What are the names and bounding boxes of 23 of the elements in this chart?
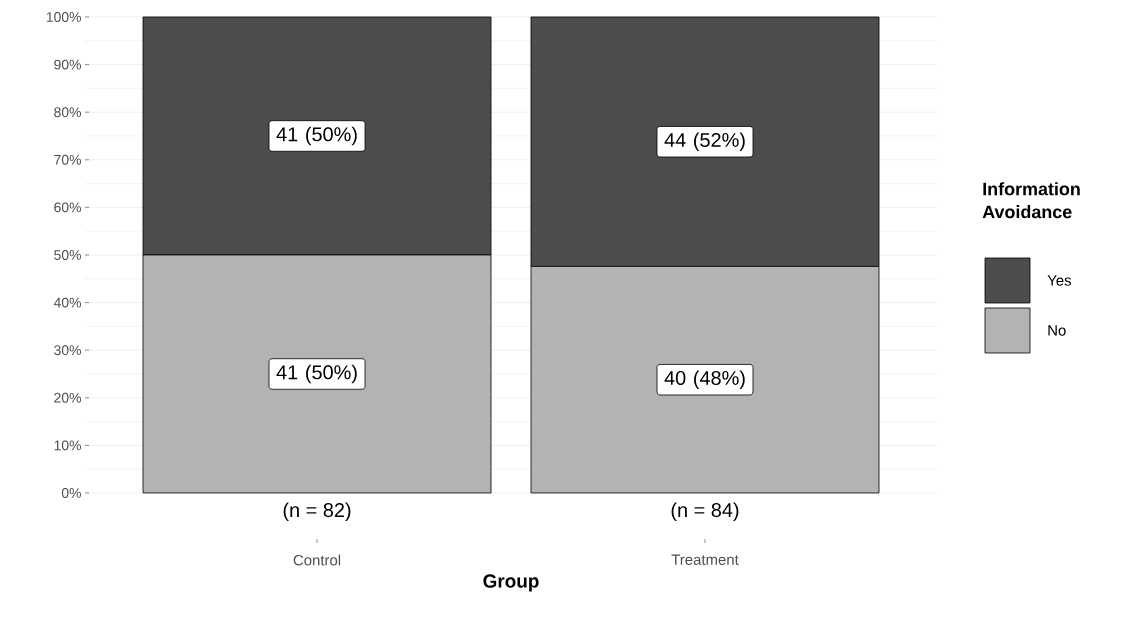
y-tick-label: 40% [53,297,81,308]
x-tick-label: Control [293,554,341,566]
y-tick-label: 0% [61,488,81,498]
annotation: (n = 84) [671,502,739,522]
annotation: (n = 82) [283,502,351,522]
data-label: 41 (50%) [276,126,357,146]
data-label: 41 (50%) [276,364,357,384]
y-tick-label: 100% [46,12,81,22]
text: Yes [1047,275,1072,286]
y-tick-label: 30% [54,345,81,356]
legend-title: Information Avoidance [982,182,1080,219]
y-tick-label: 60% [54,202,81,213]
data-label: 40 (48%) [664,370,745,389]
text: No [1048,325,1066,336]
x-axis-title: Group [483,574,539,592]
y-tick-label: 80% [54,107,81,118]
y-tick-label: 90% [54,59,81,70]
y-tick-label: 10% [54,440,81,451]
y-tick-label: 50% [54,250,81,260]
y-tick-label: 20% [54,392,81,403]
data-label: 44 (52%) [664,132,745,151]
x-tick-label: Treatment [671,554,739,565]
y-tick-label: 70% [54,154,81,165]
